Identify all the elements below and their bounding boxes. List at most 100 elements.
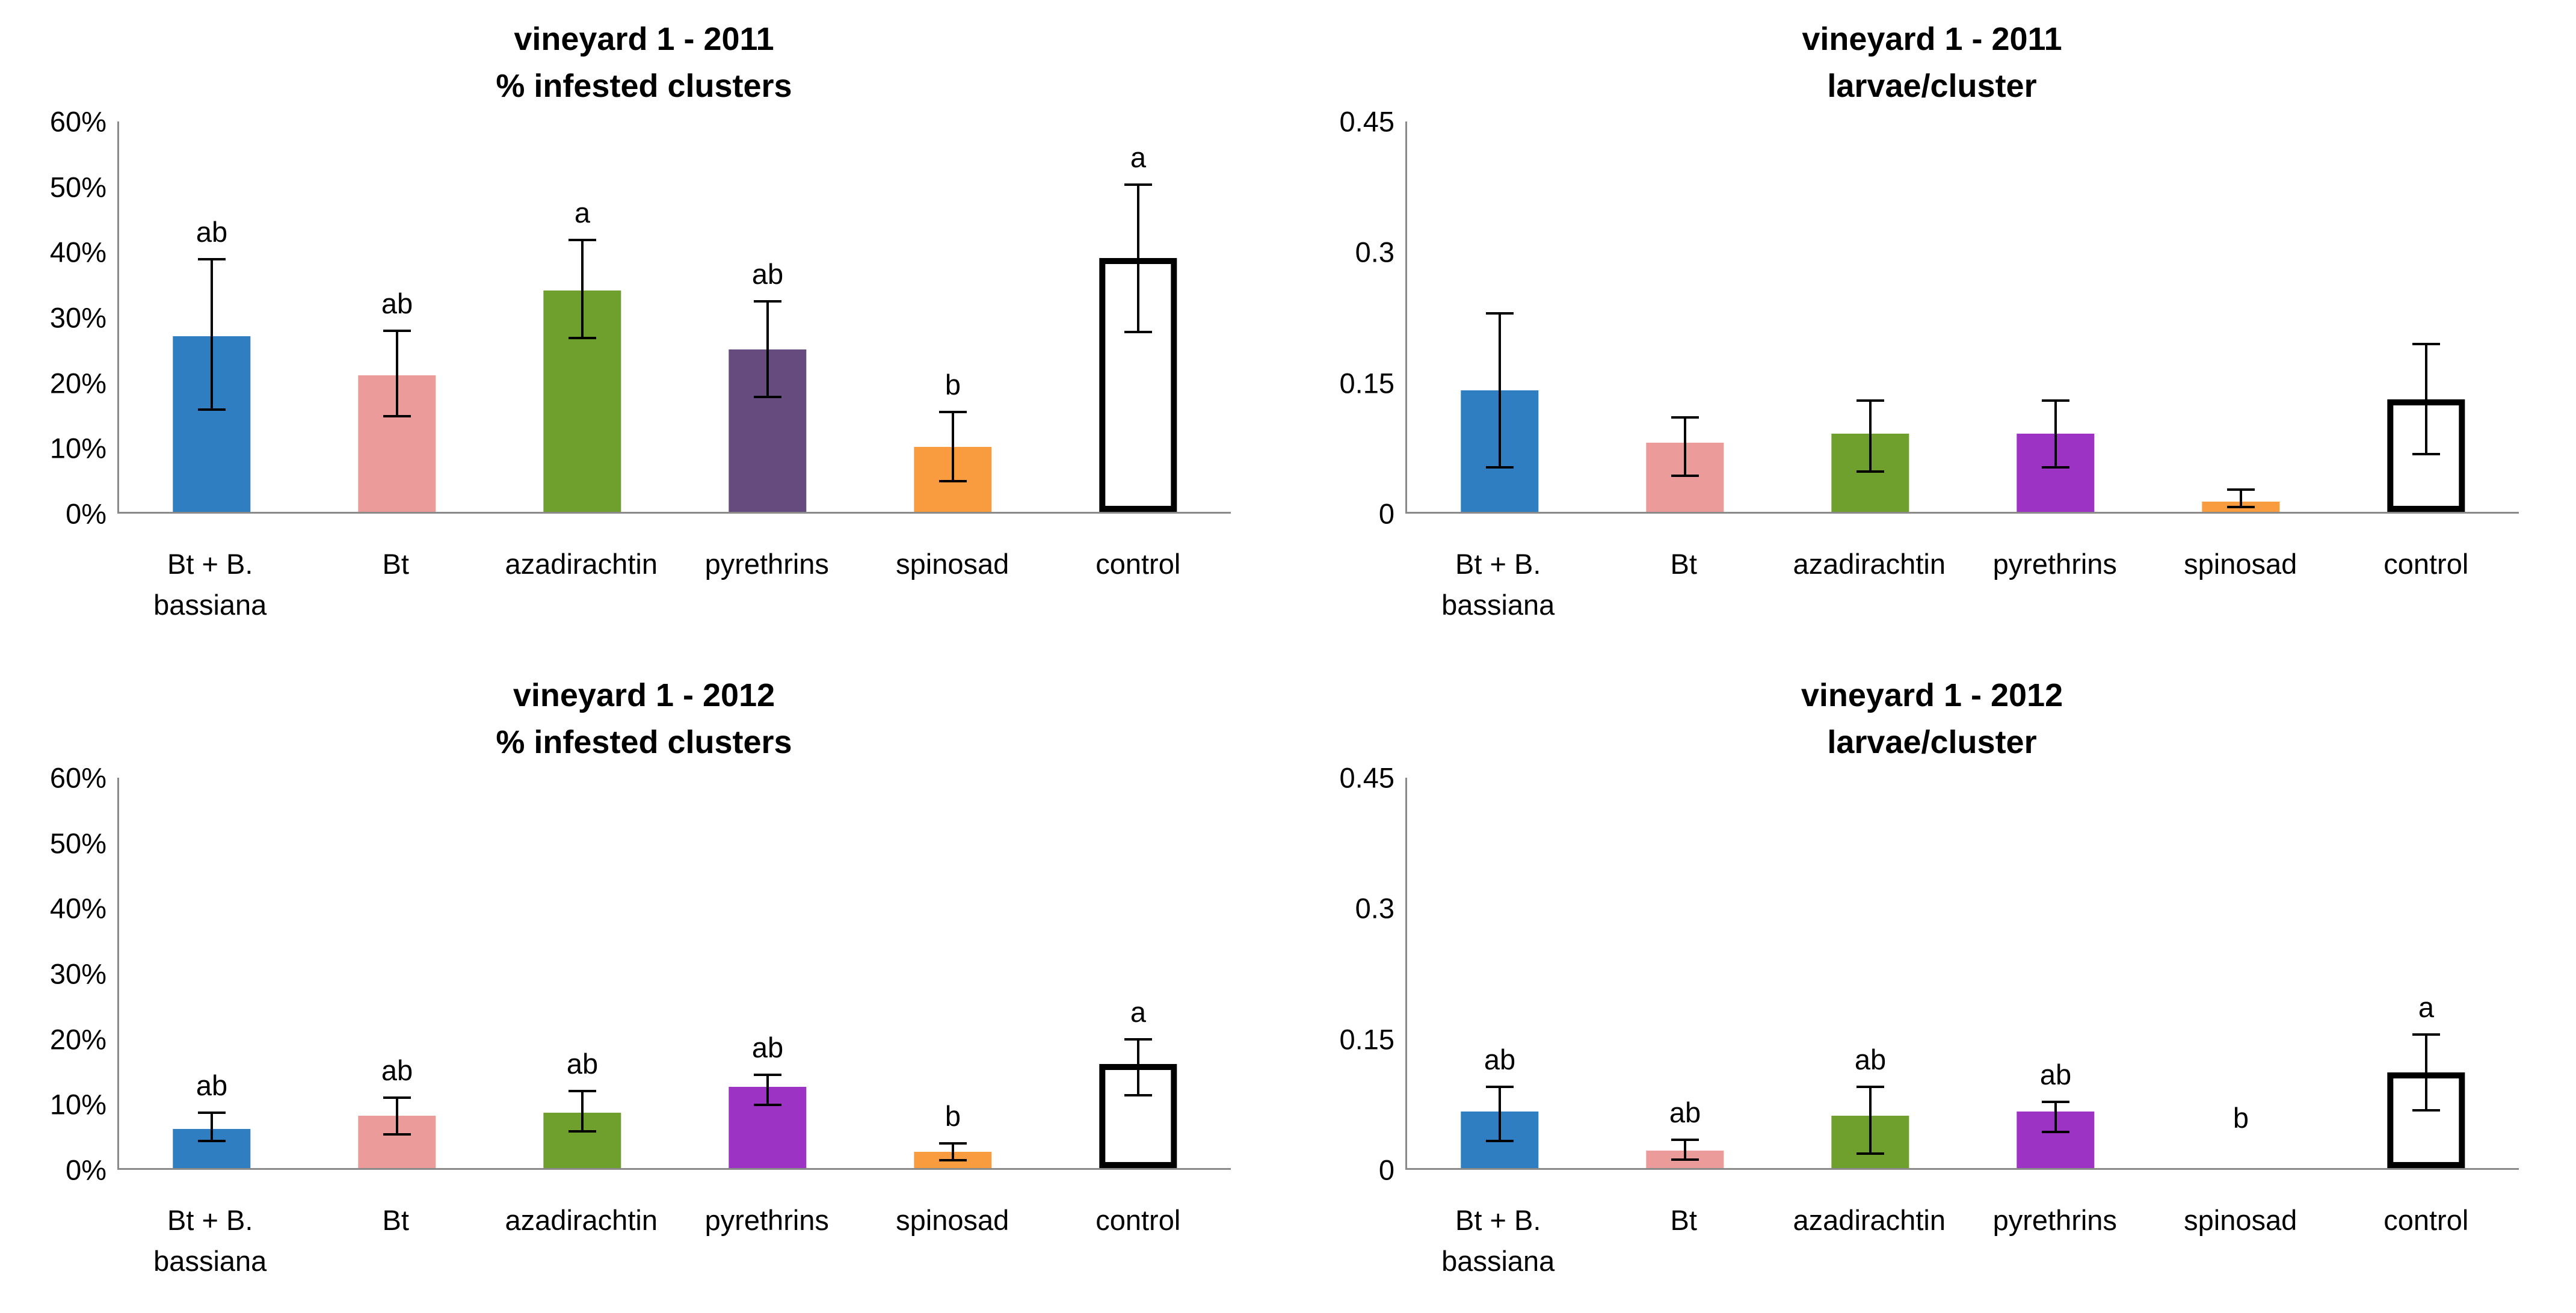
error-bar-line	[1869, 1086, 1872, 1155]
error-bar-line	[952, 411, 954, 483]
significance-letter: ab	[381, 1054, 413, 1087]
x-axis-label-line: bassiana	[153, 589, 267, 621]
x-axis-label-line: control	[1095, 548, 1181, 580]
x-axis-label-line: Bt	[382, 548, 409, 580]
category-slot: ab	[119, 778, 304, 1168]
chart-panel-top-left: vineyard 1 - 2011 % infested clusters 60…	[0, 0, 1288, 656]
chart-subtitle: larvae/cluster	[1827, 724, 2037, 761]
x-axis-category-label: azadirachtin	[1776, 1200, 1962, 1282]
x-axis-labels: Bt + B. bassiana Bt azadirachtin pyrethrins s…	[117, 1200, 1231, 1282]
error-bar-line	[952, 1142, 954, 1162]
x-axis-category-label: pyrethrins	[674, 544, 860, 626]
category-slot: b	[860, 121, 1046, 512]
error-bar	[1671, 1138, 1699, 1161]
x-axis-category-label: azadirachtin	[488, 544, 674, 626]
y-tick-label: 0.45	[1339, 761, 1394, 794]
category-slot	[2334, 121, 2519, 512]
x-axis-category-label: control	[2334, 1200, 2519, 1282]
x-axis-category-label: Bt + B. bassiana	[117, 544, 303, 626]
chart-subtitle: % infested clusters	[496, 724, 792, 761]
plot-area	[1405, 121, 2519, 514]
category-slot	[1407, 121, 1592, 512]
chart-title: vineyard 1 - 2012	[1801, 677, 2063, 713]
x-axis-label-line: pyrethrins	[1992, 1204, 2117, 1236]
error-bar	[1671, 416, 1699, 478]
chart-panel-bottom-left: vineyard 1 - 2012 % infested clusters 60…	[0, 656, 1288, 1312]
significance-letter: ab	[1484, 1044, 1516, 1075]
error-bar	[569, 238, 596, 340]
y-tick-label: 30%	[49, 301, 106, 334]
y-tick-label: 50%	[49, 171, 106, 203]
bar-slots	[1407, 121, 2519, 512]
category-slot: b	[860, 778, 1046, 1168]
x-axis-label-line: Bt + B.	[167, 1204, 253, 1236]
error-bar-line	[211, 258, 213, 411]
y-axis: 60% 50% 40% 30% 20% 10% 0%	[0, 106, 117, 530]
significance-letter: ab	[751, 1032, 784, 1064]
x-axis-category-label: pyrethrins	[1962, 1200, 2148, 1282]
y-tick-label: 10%	[49, 432, 106, 464]
category-slot: ab	[675, 121, 860, 512]
error-bar	[198, 1111, 226, 1142]
x-axis-category-label: pyrethrins	[1962, 544, 2148, 626]
significance-letter: ab	[1669, 1096, 1701, 1128]
error-bar	[383, 330, 411, 418]
error-bar	[383, 1096, 411, 1136]
y-tick-label: 20%	[49, 1023, 106, 1056]
y-tick-label: 0.15	[1339, 367, 1394, 399]
plot-area: ab ab ab ab b a	[117, 778, 1231, 1170]
x-axis-label-line: control	[2383, 1204, 2469, 1236]
x-axis-category-label: control	[1046, 544, 1231, 626]
error-bar-line	[1499, 1086, 1501, 1142]
error-bar-line	[396, 330, 398, 418]
y-axis: 0.45 0.3 0.15 0	[1288, 106, 1405, 530]
x-axis-label-line: bassiana	[1441, 1245, 1555, 1278]
y-tick-label: 60%	[49, 105, 106, 138]
error-bar-line	[1869, 399, 1872, 473]
error-bar-line	[581, 1090, 584, 1133]
x-axis-label-line: pyrethrins	[1992, 548, 2117, 580]
x-axis-label-line: control	[2383, 548, 2469, 580]
error-bar	[939, 1142, 967, 1162]
chart-subtitle: larvae/cluster	[1827, 68, 2037, 105]
category-slot	[1778, 121, 1963, 512]
x-axis-category-label: spinosad	[2148, 1200, 2334, 1282]
y-tick-label: 60%	[49, 761, 106, 794]
y-tick-label: 20%	[49, 367, 106, 399]
chart-subtitle: % infested clusters	[496, 68, 792, 105]
bar-slots: ab ab ab ab b a	[1407, 778, 2519, 1168]
y-tick-label: 10%	[49, 1088, 106, 1121]
x-axis-category-label: Bt	[303, 544, 489, 626]
error-bar	[1124, 1038, 1152, 1097]
significance-letter: a	[574, 196, 591, 229]
error-bar	[2042, 399, 2069, 469]
x-axis-label-line: Bt	[1670, 548, 1697, 580]
category-slot: a	[2334, 778, 2519, 1168]
x-axis-label-line: pyrethrins	[704, 1204, 829, 1236]
error-bar-line	[766, 1074, 769, 1107]
category-slot: ab	[304, 121, 490, 512]
chart-title: vineyard 1 - 2011	[514, 21, 774, 57]
significance-letter: a	[1130, 141, 1147, 173]
error-bar-line	[1137, 1038, 1139, 1097]
x-axis-labels: Bt + B. bassiana Bt azadirachtin pyrethrins s…	[1405, 1200, 2519, 1282]
error-bar-line	[396, 1096, 398, 1136]
error-bar-line	[2425, 1033, 2427, 1112]
significance-letter: b	[944, 369, 961, 401]
x-axis-label-line: pyrethrins	[704, 548, 829, 580]
y-tick-label: 0%	[66, 497, 106, 530]
error-bar	[939, 411, 967, 483]
significance-letter: a	[2418, 991, 2435, 1024]
x-axis-label-line: spinosad	[2184, 1204, 2297, 1236]
x-axis-label-line: spinosad	[896, 548, 1009, 580]
y-tick-label: 0.3	[1355, 236, 1394, 268]
error-bar	[569, 1090, 596, 1133]
category-slot: ab	[1592, 778, 1778, 1168]
significance-letter: ab	[566, 1048, 599, 1080]
error-bar-line	[2054, 1100, 2057, 1134]
x-axis-labels: Bt + B. bassiana Bt azadirachtin pyrethrins s…	[1405, 544, 2519, 626]
error-bar	[754, 300, 781, 398]
x-axis-label-line: azadirachtin	[1793, 548, 1946, 580]
error-bar	[2412, 1033, 2440, 1112]
y-tick-label: 30%	[49, 958, 106, 990]
